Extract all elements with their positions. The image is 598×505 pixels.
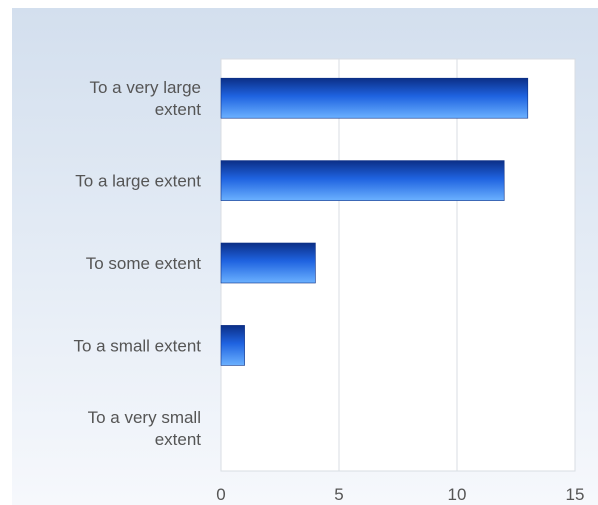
x-axis-ticks: 0 5 10 15 <box>216 485 584 504</box>
grid-lines <box>338 59 458 471</box>
bar <box>220 160 505 201</box>
bars <box>220 77 529 366</box>
x-tick-label: 0 <box>216 485 225 504</box>
category-labels: To a very large extent To a large extent To… <box>73 78 201 449</box>
category-label: To a large extent <box>75 172 201 191</box>
category-label: To a small extent <box>73 336 201 355</box>
x-tick-label: 10 <box>448 485 467 504</box>
category-label: To a very small extent <box>88 408 202 449</box>
bar-chart: To a very large extent To a large extent To… <box>73 58 584 504</box>
bar <box>220 242 316 284</box>
category-label: To a very large extent <box>90 78 202 119</box>
category-label: To some extent <box>86 254 202 273</box>
bar <box>220 77 529 119</box>
chart-panel: To a very large extent To a large extent To… <box>12 8 598 505</box>
bar <box>220 325 245 366</box>
x-tick-label: 15 <box>566 485 585 504</box>
x-tick-label: 5 <box>334 485 343 504</box>
